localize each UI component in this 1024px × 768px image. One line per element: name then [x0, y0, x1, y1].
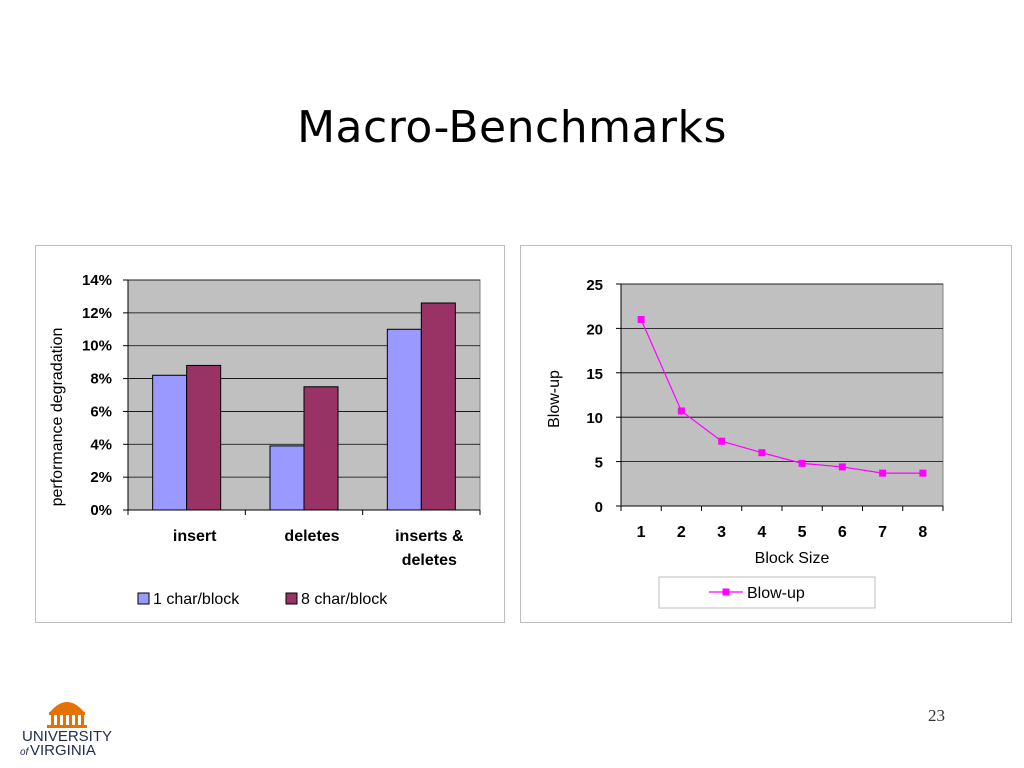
x-tick-label: 6: [838, 524, 847, 541]
line-chart: 0 5 10 15 20 25 1 2 3 4 5 6 7 8 Block Size Blow-up Blow-…: [546, 277, 944, 609]
category-label: deletes: [284, 528, 339, 545]
line-chart-panel: 0 5 10 15 20 25 1 2 3 4 5 6 7 8 Block Size Blow-up Blow-…: [520, 245, 1012, 623]
data-point: [677, 407, 685, 415]
x-axis-title: Block Size: [755, 550, 830, 567]
y-tick-label: 14%: [82, 272, 112, 289]
x-tick-label: 8: [918, 524, 927, 541]
x-tick-label: 3: [717, 524, 726, 541]
y-axis-title: performance degradation: [49, 328, 66, 507]
legend-label: 8 char/block: [301, 591, 388, 608]
rotunda-icon: [47, 702, 87, 728]
bar: [420, 302, 456, 511]
y-tick-label: 10%: [82, 338, 112, 355]
y-tick-label: 8%: [90, 371, 112, 388]
logo-text-virginia: VIRGINIA: [30, 742, 96, 758]
university-logo: UNIVERSITY of VIRGINIA: [20, 702, 112, 758]
logo-text-university: UNIVERSITY: [22, 728, 112, 745]
y-tick-label: 15: [586, 366, 603, 383]
data-point: [919, 469, 927, 477]
series-line: [640, 319, 923, 474]
y-tick-label: 0: [595, 499, 603, 516]
category-label: insert: [173, 528, 217, 545]
y-tick-label: 4%: [90, 436, 112, 453]
legend-label: Blow-up: [747, 585, 805, 602]
y-tick-label: 20: [586, 321, 603, 338]
x-tick-label: 5: [798, 524, 807, 541]
data-point: [637, 316, 645, 324]
slide-title: Macro-Benchmarks: [297, 102, 727, 153]
y-tick-label: 5: [595, 455, 603, 472]
y-axis-title: Blow-up: [546, 370, 563, 428]
y-tick-label: 6%: [90, 403, 112, 420]
legend-swatch: [285, 592, 298, 605]
logo-text-of: of: [20, 747, 30, 758]
category-label: inserts & deletes: [395, 528, 464, 569]
bar: [152, 374, 188, 511]
x-tick-label: 1: [637, 524, 646, 541]
y-tick-label: 25: [586, 277, 603, 294]
legend-box: [658, 576, 876, 609]
bar-chart: 0%2%4%6%8%10%12%14%insert deletes inserts …: [49, 272, 481, 608]
category-label-line: insert: [173, 528, 217, 545]
data-point: [718, 437, 726, 445]
category-label-line: deletes: [284, 528, 339, 545]
bar: [186, 364, 222, 511]
y-tick-label: 10: [586, 410, 603, 427]
bar: [386, 328, 422, 511]
bar: [303, 386, 339, 511]
legend-swatch: [137, 592, 150, 605]
legend-marker: [722, 588, 730, 596]
bar: [269, 445, 305, 511]
y-tick-label: 12%: [82, 305, 112, 322]
y-tick-label: 0%: [90, 502, 112, 519]
x-tick-label: 4: [757, 524, 766, 541]
bar-chart-panel: 0% 2% 4% 6% 8% 10% 12% 14% insert deletes inserts …: [35, 245, 505, 623]
data-point: [879, 469, 887, 477]
x-tick-label: 7: [878, 524, 887, 541]
y-tick-label: 2%: [90, 469, 112, 486]
data-point: [758, 449, 766, 457]
page-number: 23: [928, 706, 945, 725]
x-tick-label: 2: [677, 524, 686, 541]
category-label-line: deletes: [402, 552, 457, 569]
category-label-line: inserts &: [395, 528, 464, 545]
data-point: [838, 463, 846, 471]
data-point: [798, 459, 806, 467]
legend-label: 1 char/block: [153, 591, 240, 608]
